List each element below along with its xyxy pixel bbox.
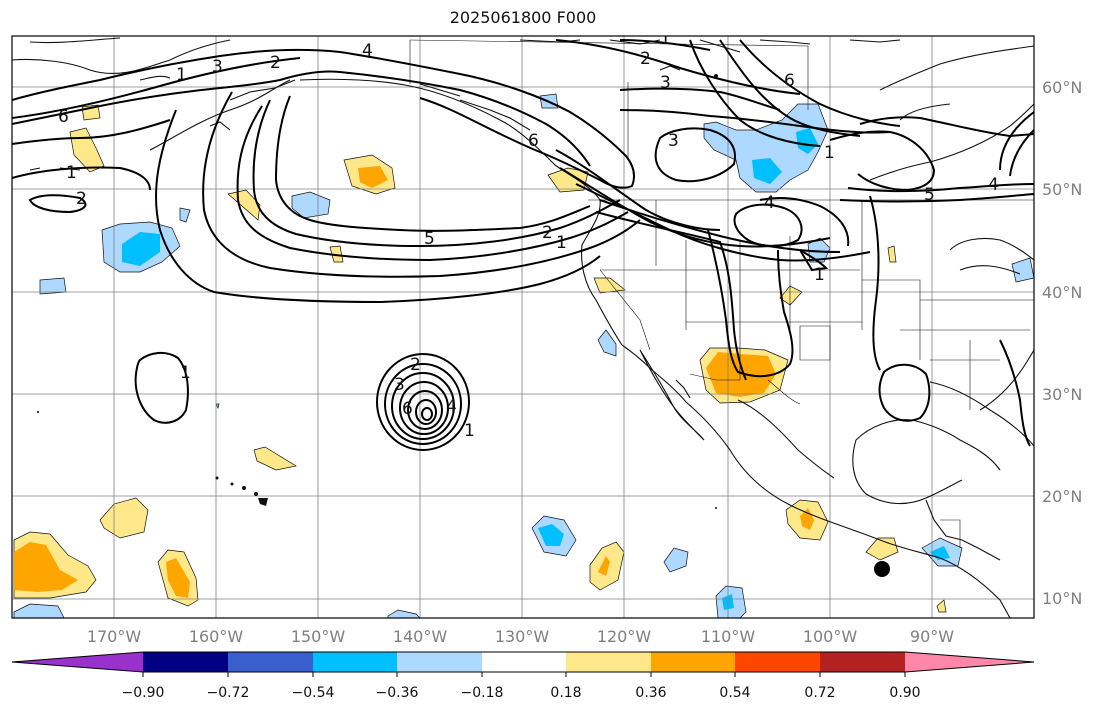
coastlines bbox=[12, 37, 1034, 618]
political-borders bbox=[409, 39, 1034, 548]
colorbar-tick-label: 0.18 bbox=[550, 685, 581, 701]
colorbar-cell bbox=[905, 652, 1034, 672]
colorbar-ticks bbox=[142, 672, 906, 677]
colorbar-cell bbox=[651, 652, 735, 672]
colorbar-labels: −0.90 −0.72 −0.54 −0.36 −0.18 0.18 0.36 … bbox=[122, 685, 921, 701]
colorbar-cell bbox=[735, 652, 820, 672]
colorbar-tick-label: 0.54 bbox=[719, 685, 750, 701]
contour-lines bbox=[12, 39, 1034, 451]
colorbar-cell bbox=[566, 652, 651, 672]
contour-label: 2 bbox=[76, 189, 87, 209]
contour-label: 5 bbox=[924, 185, 935, 205]
colorbar-tick-label: 0.72 bbox=[804, 685, 835, 701]
lon-tick-label: 120°W bbox=[597, 627, 652, 646]
contour-label: 6 bbox=[528, 131, 539, 151]
contour-label: 3 bbox=[668, 131, 679, 151]
colorbar-cell bbox=[397, 652, 482, 672]
contour-label: 1 bbox=[176, 65, 187, 85]
colorbar-cell bbox=[228, 652, 313, 672]
storm-marker bbox=[874, 561, 890, 577]
colorbar-cells bbox=[11, 651, 1035, 673]
contour-label: 2 bbox=[542, 223, 553, 243]
colorbar-cell bbox=[143, 652, 228, 672]
lon-tick-label: 130°W bbox=[495, 627, 550, 646]
colorbar-tick-label: −0.90 bbox=[122, 685, 165, 701]
colorbar-tick-label: −0.36 bbox=[376, 685, 419, 701]
contour-label: 1 bbox=[66, 163, 77, 183]
colorbar-tick-label: 0.90 bbox=[889, 685, 920, 701]
contour-label: 3 bbox=[212, 57, 223, 77]
contour-label: 1 bbox=[814, 265, 825, 285]
lon-tick-label: 150°W bbox=[291, 627, 346, 646]
contour-label: 1 bbox=[464, 421, 475, 441]
lon-tick-label: 100°W bbox=[803, 627, 858, 646]
colorbar-cell bbox=[820, 652, 905, 672]
colorbar-tick-label: −0.54 bbox=[292, 685, 335, 701]
contour-label: 3 bbox=[394, 375, 405, 395]
contour-label: 1 bbox=[824, 143, 835, 163]
contour-label: 4 bbox=[362, 41, 373, 61]
map-frame bbox=[11, 35, 1035, 619]
latitude-labels: 60°N 50°N 40°N 30°N 20°N 10°N bbox=[1042, 78, 1082, 608]
contour-label: 4 bbox=[446, 397, 457, 417]
contour-labels: 1 2 4 2 3 6 6 3 1 2 5 2 1 6 3 5 4 1 1 2 … bbox=[58, 29, 999, 441]
contour-label: 6 bbox=[402, 399, 413, 419]
lon-tick-label: 140°W bbox=[393, 627, 448, 646]
contour-label: 6 bbox=[784, 71, 795, 91]
colorbar-cell bbox=[12, 652, 143, 672]
lon-tick-label: 170°W bbox=[87, 627, 142, 646]
lat-tick-label: 40°N bbox=[1042, 283, 1082, 302]
colorbar-tick-label: −0.72 bbox=[207, 685, 250, 701]
contour-label: 2 bbox=[270, 53, 281, 73]
contour-label: 3 bbox=[660, 73, 671, 93]
contour-label: 1 bbox=[660, 29, 671, 49]
longitude-labels: 170°W 160°W 150°W 140°W 130°W 120°W 110°… bbox=[87, 627, 954, 646]
lat-tick-label: 20°N bbox=[1042, 487, 1082, 506]
contour-label: 6 bbox=[58, 107, 69, 127]
contour-label: 2 bbox=[410, 355, 421, 375]
colorbar-cell bbox=[482, 652, 566, 672]
colorbar-tick-label: −0.18 bbox=[461, 685, 504, 701]
lat-tick-label: 60°N bbox=[1042, 78, 1082, 97]
map-title: 2025061800 F000 bbox=[449, 8, 597, 27]
colorbar-tick-label: 0.36 bbox=[635, 685, 666, 701]
contour-label: 1 bbox=[180, 363, 191, 383]
lat-tick-label: 10°N bbox=[1042, 589, 1082, 608]
shaded-anomalies bbox=[13, 93, 1034, 618]
contour-label: 1 bbox=[556, 233, 567, 253]
islands bbox=[37, 74, 718, 509]
contour-label: 5 bbox=[424, 229, 435, 249]
colorbar: −0.90 −0.72 −0.54 −0.36 −0.18 0.18 0.36 … bbox=[11, 651, 1035, 701]
lat-tick-label: 30°N bbox=[1042, 385, 1082, 404]
lon-tick-label: 90°W bbox=[910, 627, 954, 646]
contour-label: 4 bbox=[764, 193, 775, 213]
contour-label: 4 bbox=[988, 175, 999, 195]
lon-tick-label: 160°W bbox=[189, 627, 244, 646]
grid-lines bbox=[12, 36, 1034, 618]
lat-tick-label: 50°N bbox=[1042, 180, 1082, 199]
lon-tick-label: 110°W bbox=[701, 627, 756, 646]
colorbar-cell bbox=[313, 652, 397, 672]
contour-label: 2 bbox=[640, 49, 651, 69]
